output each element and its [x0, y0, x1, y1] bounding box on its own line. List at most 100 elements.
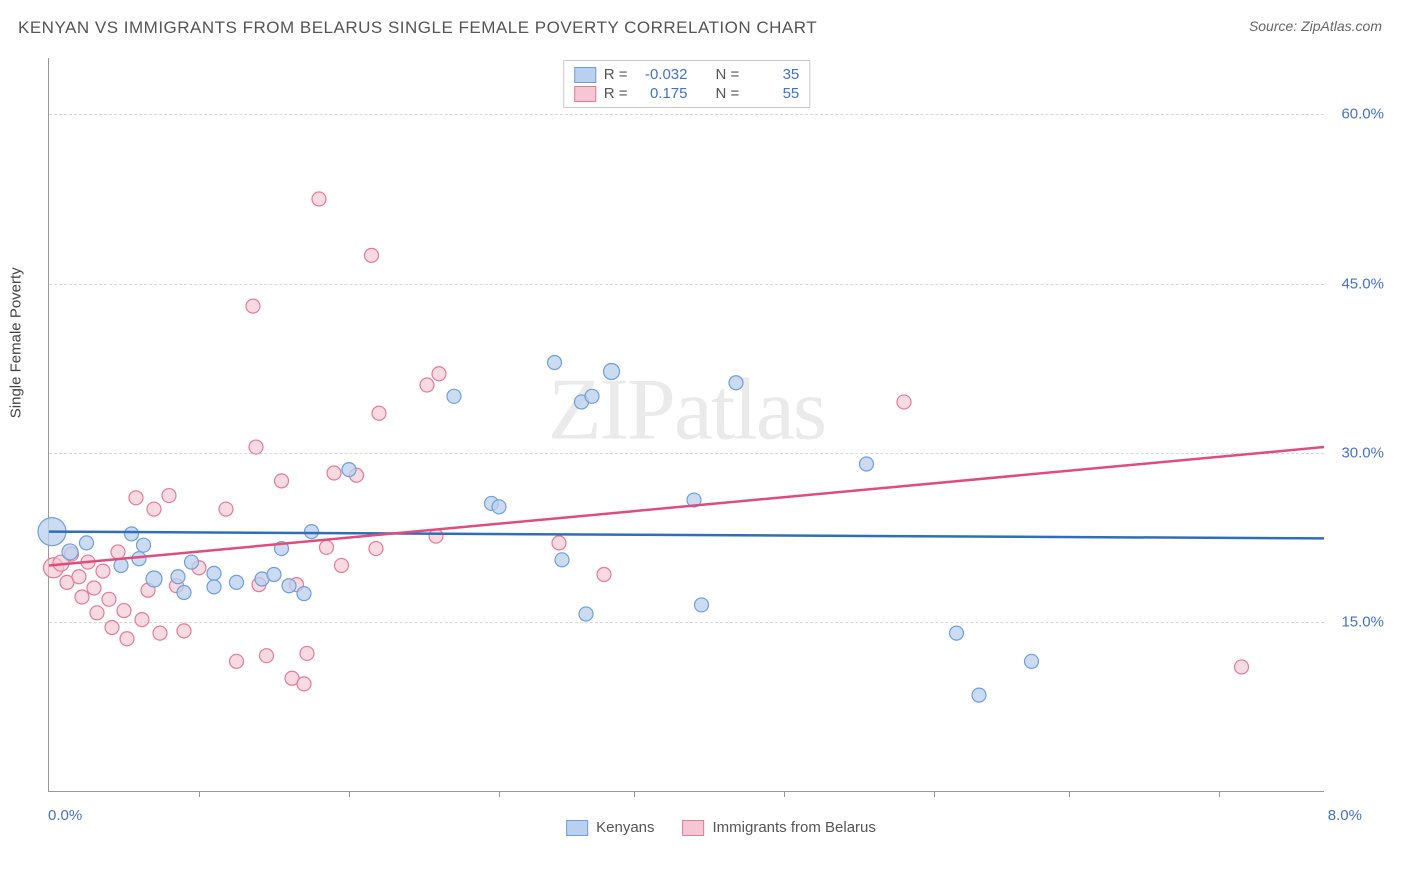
scatter-point-kenyans — [695, 598, 709, 612]
scatter-point-belarus — [429, 529, 443, 543]
scatter-point-kenyans — [282, 579, 296, 593]
scatter-point-kenyans — [342, 463, 356, 477]
y-tick-label: 30.0% — [1341, 444, 1384, 461]
scatter-point-belarus — [372, 406, 386, 420]
scatter-point-belarus — [320, 540, 334, 554]
scatter-point-belarus — [111, 545, 125, 559]
scatter-point-belarus — [72, 570, 86, 584]
x-tick — [784, 791, 785, 797]
scatter-point-belarus — [117, 604, 131, 618]
stat-n-label: N = — [716, 66, 740, 83]
scatter-point-belarus — [105, 620, 119, 634]
stats-legend: R = -0.032 N = 35 R = 0.175 N = 55 — [563, 60, 811, 108]
stats-row-belarus: R = 0.175 N = 55 — [574, 84, 800, 103]
scatter-point-kenyans — [171, 570, 185, 584]
scatter-point-belarus — [230, 654, 244, 668]
legend-item-kenyans: Kenyans — [566, 819, 654, 836]
scatter-point-kenyans — [950, 626, 964, 640]
stat-r-belarus: 0.175 — [636, 85, 688, 102]
scatter-point-belarus — [300, 646, 314, 660]
scatter-point-kenyans — [230, 575, 244, 589]
scatter-point-belarus — [102, 592, 116, 606]
legend-label-belarus: Immigrants from Belarus — [713, 819, 876, 836]
x-tick — [499, 791, 500, 797]
scatter-point-kenyans — [492, 500, 506, 514]
scatter-point-belarus — [297, 677, 311, 691]
scatter-point-belarus — [897, 395, 911, 409]
scatter-point-belarus — [1235, 660, 1249, 674]
stat-n-kenyans: 35 — [747, 66, 799, 83]
legend-swatch-kenyans — [566, 820, 588, 836]
legend-swatch-belarus — [683, 820, 705, 836]
trend-line-belarus — [49, 447, 1324, 565]
scatter-point-kenyans — [297, 587, 311, 601]
header-row: KENYAN VS IMMIGRANTS FROM BELARUS SINGLE… — [0, 0, 1406, 48]
plot-area: ZIPatlas 15.0%30.0%45.0%60.0% R = -0.032… — [48, 58, 1324, 792]
x-tick — [934, 791, 935, 797]
x-tick — [349, 791, 350, 797]
scatter-point-belarus — [249, 440, 263, 454]
swatch-belarus — [574, 86, 596, 102]
x-tick — [634, 791, 635, 797]
scatter-point-kenyans — [185, 555, 199, 569]
scatter-point-kenyans — [585, 389, 599, 403]
scatter-point-belarus — [365, 248, 379, 262]
scatter-point-belarus — [87, 581, 101, 595]
scatter-point-belarus — [120, 632, 134, 646]
y-axis-title: Single Female Poverty — [8, 267, 25, 418]
stat-r-label: R = — [604, 85, 628, 102]
scatter-point-kenyans — [177, 586, 191, 600]
scatter-point-belarus — [147, 502, 161, 516]
scatter-point-kenyans — [146, 571, 162, 587]
trend-line-kenyans — [49, 532, 1324, 539]
y-tick-label: 15.0% — [1341, 613, 1384, 630]
scatter-point-kenyans — [1025, 654, 1039, 668]
stat-n-label: N = — [716, 85, 740, 102]
scatter-point-belarus — [90, 606, 104, 620]
x-axis-max-label: 8.0% — [1328, 807, 1362, 824]
scatter-point-kenyans — [137, 538, 151, 552]
scatter-point-belarus — [275, 474, 289, 488]
scatter-point-kenyans — [267, 567, 281, 581]
scatter-point-kenyans — [548, 355, 562, 369]
scatter-point-kenyans — [729, 376, 743, 390]
x-tick — [1069, 791, 1070, 797]
scatter-point-kenyans — [207, 566, 221, 580]
scatter-point-belarus — [96, 564, 110, 578]
scatter-point-belarus — [153, 626, 167, 640]
scatter-point-belarus — [327, 466, 341, 480]
scatter-point-belarus — [432, 367, 446, 381]
chart-title: KENYAN VS IMMIGRANTS FROM BELARUS SINGLE… — [18, 18, 817, 38]
bottom-legend: Kenyans Immigrants from Belarus — [566, 819, 876, 836]
source-credit: Source: ZipAtlas.com — [1249, 18, 1382, 34]
scatter-point-kenyans — [305, 525, 319, 539]
scatter-point-belarus — [246, 299, 260, 313]
source-link[interactable]: ZipAtlas.com — [1301, 18, 1382, 34]
scatter-point-kenyans — [207, 580, 221, 594]
stat-n-belarus: 55 — [747, 85, 799, 102]
scatter-point-kenyans — [555, 553, 569, 567]
legend-label-kenyans: Kenyans — [596, 819, 654, 836]
x-tick — [199, 791, 200, 797]
scatter-point-kenyans — [114, 558, 128, 572]
stat-r-label: R = — [604, 66, 628, 83]
scatter-point-kenyans — [972, 688, 986, 702]
scatter-point-belarus — [597, 567, 611, 581]
x-tick — [1219, 791, 1220, 797]
scatter-point-belarus — [420, 378, 434, 392]
scatter-point-belarus — [135, 613, 149, 627]
legend-item-belarus: Immigrants from Belarus — [683, 819, 876, 836]
scatter-point-kenyans — [604, 363, 620, 379]
y-tick-label: 60.0% — [1341, 106, 1384, 123]
scatter-point-kenyans — [80, 536, 94, 550]
scatter-point-kenyans — [860, 457, 874, 471]
source-prefix: Source: — [1249, 18, 1301, 34]
scatter-point-belarus — [552, 536, 566, 550]
swatch-kenyans — [574, 67, 596, 83]
scatter-point-kenyans — [62, 544, 78, 560]
scatter-svg — [49, 58, 1324, 791]
scatter-point-belarus — [369, 542, 383, 556]
y-tick-label: 45.0% — [1341, 275, 1384, 292]
x-axis-min-label: 0.0% — [48, 807, 82, 824]
scatter-point-belarus — [75, 590, 89, 604]
